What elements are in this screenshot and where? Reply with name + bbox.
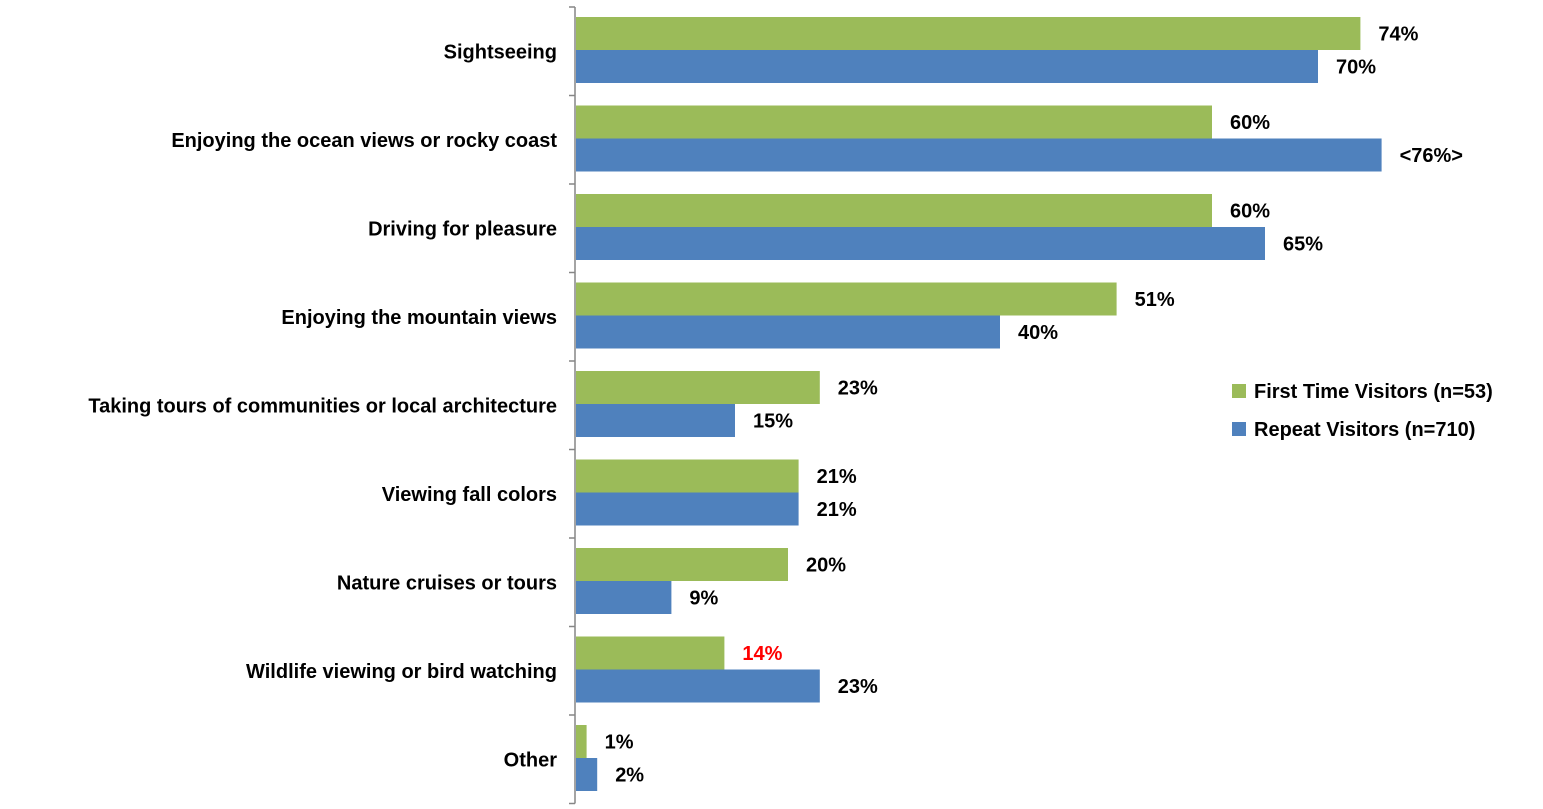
bar-first-time [576,282,1117,316]
value-labels: 74%70% 60% <76%> 60% 65% 51% 40% 23% 15% 21% 21% 20… [605,24,1463,787]
data-label: 9% [689,588,718,610]
bar-repeat [576,404,735,437]
category-label: Viewing fall colors [382,484,557,506]
bar-repeat [576,138,1382,172]
data-label: 40% [1018,322,1058,344]
data-label: <76%> [1400,145,1463,167]
legend-swatch [1232,384,1246,398]
bar-repeat [576,315,1000,349]
bar-repeat [576,492,799,526]
bar-repeat [576,669,820,703]
data-label: 15% [753,411,793,433]
data-label: 21% [817,499,857,521]
data-label: 1% [605,732,634,754]
data-label: 60% [1230,112,1270,134]
data-label: 14% [742,643,782,665]
data-label: 60% [1230,201,1270,223]
category-label: Wildlife viewing or bird watching [246,661,557,683]
category-label: Nature cruises or tours [337,572,557,594]
category-label: Sightseeing [444,41,557,63]
bar-first-time [576,371,820,404]
category-label: Other [504,749,558,771]
bar-first-time [576,636,725,670]
data-label: 23% [838,676,878,698]
data-label: 20% [806,555,846,577]
bars-layer [576,17,1382,791]
data-label: 74% [1378,24,1418,46]
bar-first-time [576,194,1212,227]
data-label: 70% [1336,57,1376,79]
legend: First Time Visitors (n=53) Repeat Visitor… [1232,381,1493,441]
data-label: 65% [1283,234,1323,256]
bar-first-time [576,17,1361,50]
bar-first-time [576,548,788,581]
legend-label: Repeat Visitors (n=710) [1254,419,1475,441]
category-label: Enjoying the mountain views [281,307,557,329]
category-label: Driving for pleasure [368,218,557,240]
bar-repeat [576,581,672,614]
bar-first-time [576,725,587,758]
bar-repeat [576,758,598,791]
data-label: 51% [1135,289,1175,311]
legend-swatch [1232,422,1246,436]
data-label: 2% [615,765,644,787]
data-label: 23% [838,378,878,400]
category-labels: Sightseeing Enjoying the ocean views or r… [88,41,557,771]
legend-label: First Time Visitors (n=53) [1254,381,1493,403]
bar-first-time [576,459,799,493]
category-label: Enjoying the ocean views or rocky coast [171,130,557,152]
bar-repeat [576,50,1318,83]
bar-repeat [576,227,1265,260]
bar-first-time [576,105,1212,139]
category-label: Taking tours of communities or local arc… [88,395,557,417]
data-label: 21% [817,466,857,488]
category-axis [569,6,576,805]
